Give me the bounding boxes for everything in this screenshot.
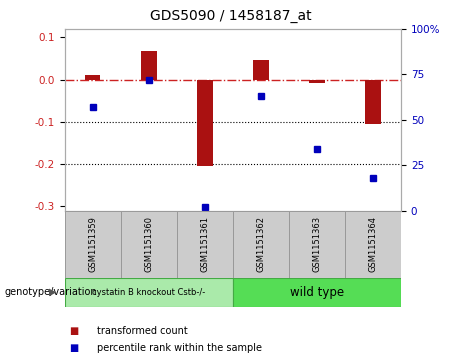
Text: ■: ■ [69,326,78,336]
Bar [141,51,157,80]
Bar [365,80,381,124]
Text: GSM1151361: GSM1151361 [200,216,209,272]
Text: GSM1151363: GSM1151363 [313,216,321,272]
Text: percentile rank within the sample: percentile rank within the sample [97,343,262,353]
Text: GDS5090 / 1458187_at: GDS5090 / 1458187_at [150,9,311,23]
Bar [233,211,289,278]
Bar [65,278,233,307]
Bar [177,211,233,278]
Bar [197,80,213,166]
Text: ■: ■ [69,343,78,353]
Bar [121,211,177,278]
Text: cystatin B knockout Cstb-/-: cystatin B knockout Cstb-/- [92,288,205,297]
Bar [253,60,269,80]
Text: GSM1151364: GSM1151364 [368,216,378,272]
Text: transformed count: transformed count [97,326,188,336]
Text: ▶: ▶ [49,287,57,297]
Bar [309,80,325,83]
Bar [65,211,121,278]
Text: genotype/variation: genotype/variation [5,287,97,297]
Text: wild type: wild type [290,286,344,299]
Bar [85,75,100,80]
Text: GSM1151359: GSM1151359 [88,216,97,272]
Text: GSM1151362: GSM1151362 [256,216,266,272]
Bar [345,211,401,278]
Bar [233,278,401,307]
Text: GSM1151360: GSM1151360 [144,216,153,272]
Bar [289,211,345,278]
